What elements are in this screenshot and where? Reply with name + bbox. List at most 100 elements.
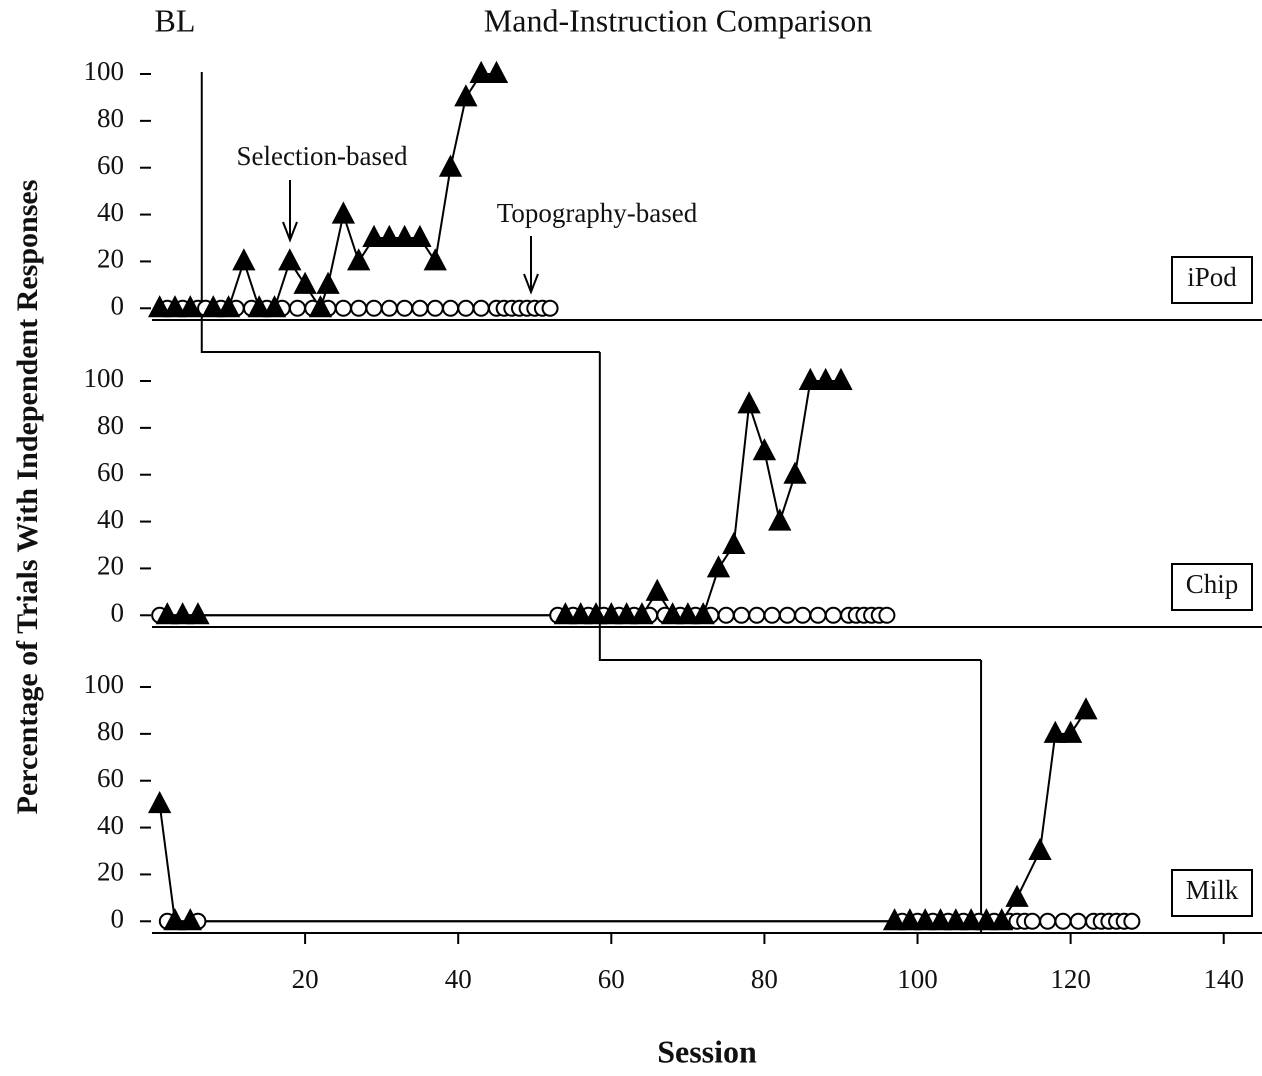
circle-marker [380, 299, 398, 317]
triangle-marker [362, 224, 386, 247]
circle-marker [778, 606, 796, 624]
y-tick-label: 20 [97, 244, 124, 274]
circle-marker [1054, 912, 1072, 930]
x-tick-label: 140 [1203, 964, 1244, 994]
triangle-marker [768, 508, 792, 531]
annotation: Topography-based [497, 198, 698, 228]
triangle-marker [423, 248, 447, 271]
circle-marker [1069, 912, 1087, 930]
annotation: Selection-based [237, 141, 408, 171]
triangle-marker [469, 60, 493, 83]
y-tick-label: 100 [84, 363, 125, 393]
x-tick-label: 80 [751, 964, 778, 994]
triangle-marker [990, 908, 1014, 931]
circle-marker [457, 299, 475, 317]
triangle-marker [691, 602, 715, 625]
y-tick-label: 0 [111, 290, 125, 320]
triangle-marker [201, 295, 225, 318]
triangle-marker [484, 60, 509, 83]
y-tick-label: 40 [97, 504, 124, 534]
series-line [167, 380, 841, 617]
triangle-marker [163, 908, 187, 931]
triangle-marker [247, 295, 271, 318]
y-tick-label: 80 [97, 103, 124, 133]
circle-marker [365, 299, 383, 317]
triangle-marker [645, 578, 669, 601]
x-axis-label: Session [657, 1033, 757, 1069]
circle-marker [1123, 912, 1141, 930]
circle-marker [1039, 912, 1057, 930]
triangle-marker [829, 367, 853, 390]
triangle-marker [584, 602, 608, 625]
triangle-marker [308, 295, 333, 318]
triangle-marker [722, 531, 746, 554]
triangle-marker [1074, 697, 1098, 720]
triangle-marker [813, 367, 838, 390]
circle-marker [809, 606, 827, 624]
triangle-marker [454, 84, 478, 107]
triangle-marker [913, 908, 937, 931]
triangle-marker [783, 461, 807, 484]
triangle-marker [147, 295, 172, 318]
phase-label: Mand-Instruction Comparison [484, 2, 872, 38]
phase-line [598, 352, 982, 661]
triangle-marker [944, 908, 968, 931]
circle-marker [794, 606, 812, 624]
y-tick-label: 60 [97, 150, 124, 180]
triangle-marker [178, 295, 202, 318]
y-tick-label: 0 [111, 597, 125, 627]
y-tick-label: 0 [111, 903, 125, 933]
triangle-marker [347, 248, 371, 271]
phase-line [200, 72, 600, 353]
y-tick-label: 100 [84, 669, 125, 699]
circle-marker [334, 299, 352, 317]
triangle-marker [959, 908, 983, 931]
circle-marker [442, 299, 460, 317]
triangle-marker [232, 248, 256, 271]
triangle-marker [898, 908, 922, 931]
triangle-marker [1028, 837, 1052, 860]
x-tick-label: 100 [897, 964, 938, 994]
triangle-marker [599, 602, 623, 625]
triangle-marker [293, 271, 317, 294]
series-line [158, 709, 1087, 923]
circle-marker [472, 299, 490, 317]
y-tick-label: 60 [97, 763, 124, 793]
triangle-marker [262, 295, 287, 318]
x-tick-label: 40 [445, 964, 472, 994]
circle-marker [763, 606, 781, 624]
circle-marker [717, 606, 735, 624]
triangle-marker [928, 908, 953, 931]
circle-marker [426, 299, 444, 317]
y-tick-label: 40 [97, 197, 124, 227]
circle-marker [748, 606, 766, 624]
triangle-marker [178, 908, 202, 931]
x-tick-label: 120 [1050, 964, 1091, 994]
triangle-marker [438, 154, 463, 177]
y-tick-label: 20 [97, 551, 124, 581]
phase-label: BL [155, 2, 196, 38]
panel-label-box [1171, 869, 1253, 917]
triangle-marker [331, 201, 356, 224]
triangle-marker [630, 602, 654, 625]
panel-label: iPod [1187, 262, 1237, 292]
triangle-marker [278, 248, 302, 271]
circle-marker [396, 299, 414, 317]
circle-marker [824, 606, 842, 624]
circle-marker [878, 606, 896, 624]
y-tick-label: 20 [97, 857, 124, 887]
y-tick-label: 80 [97, 716, 124, 746]
circle-marker [411, 299, 429, 317]
x-tick-label: 20 [292, 964, 319, 994]
circle-marker [288, 299, 306, 317]
triangle-marker [186, 602, 210, 625]
y-tick-label: 40 [97, 810, 124, 840]
circle-marker [732, 606, 750, 624]
triangle-marker [155, 602, 179, 625]
triangle-marker [882, 908, 907, 931]
triangle-marker [614, 602, 639, 625]
triangle-marker [676, 602, 700, 625]
circle-marker [541, 299, 559, 317]
y-axis-label: Percentage of Trials With Independent Re… [11, 180, 44, 815]
panel-label-box [1171, 256, 1253, 304]
